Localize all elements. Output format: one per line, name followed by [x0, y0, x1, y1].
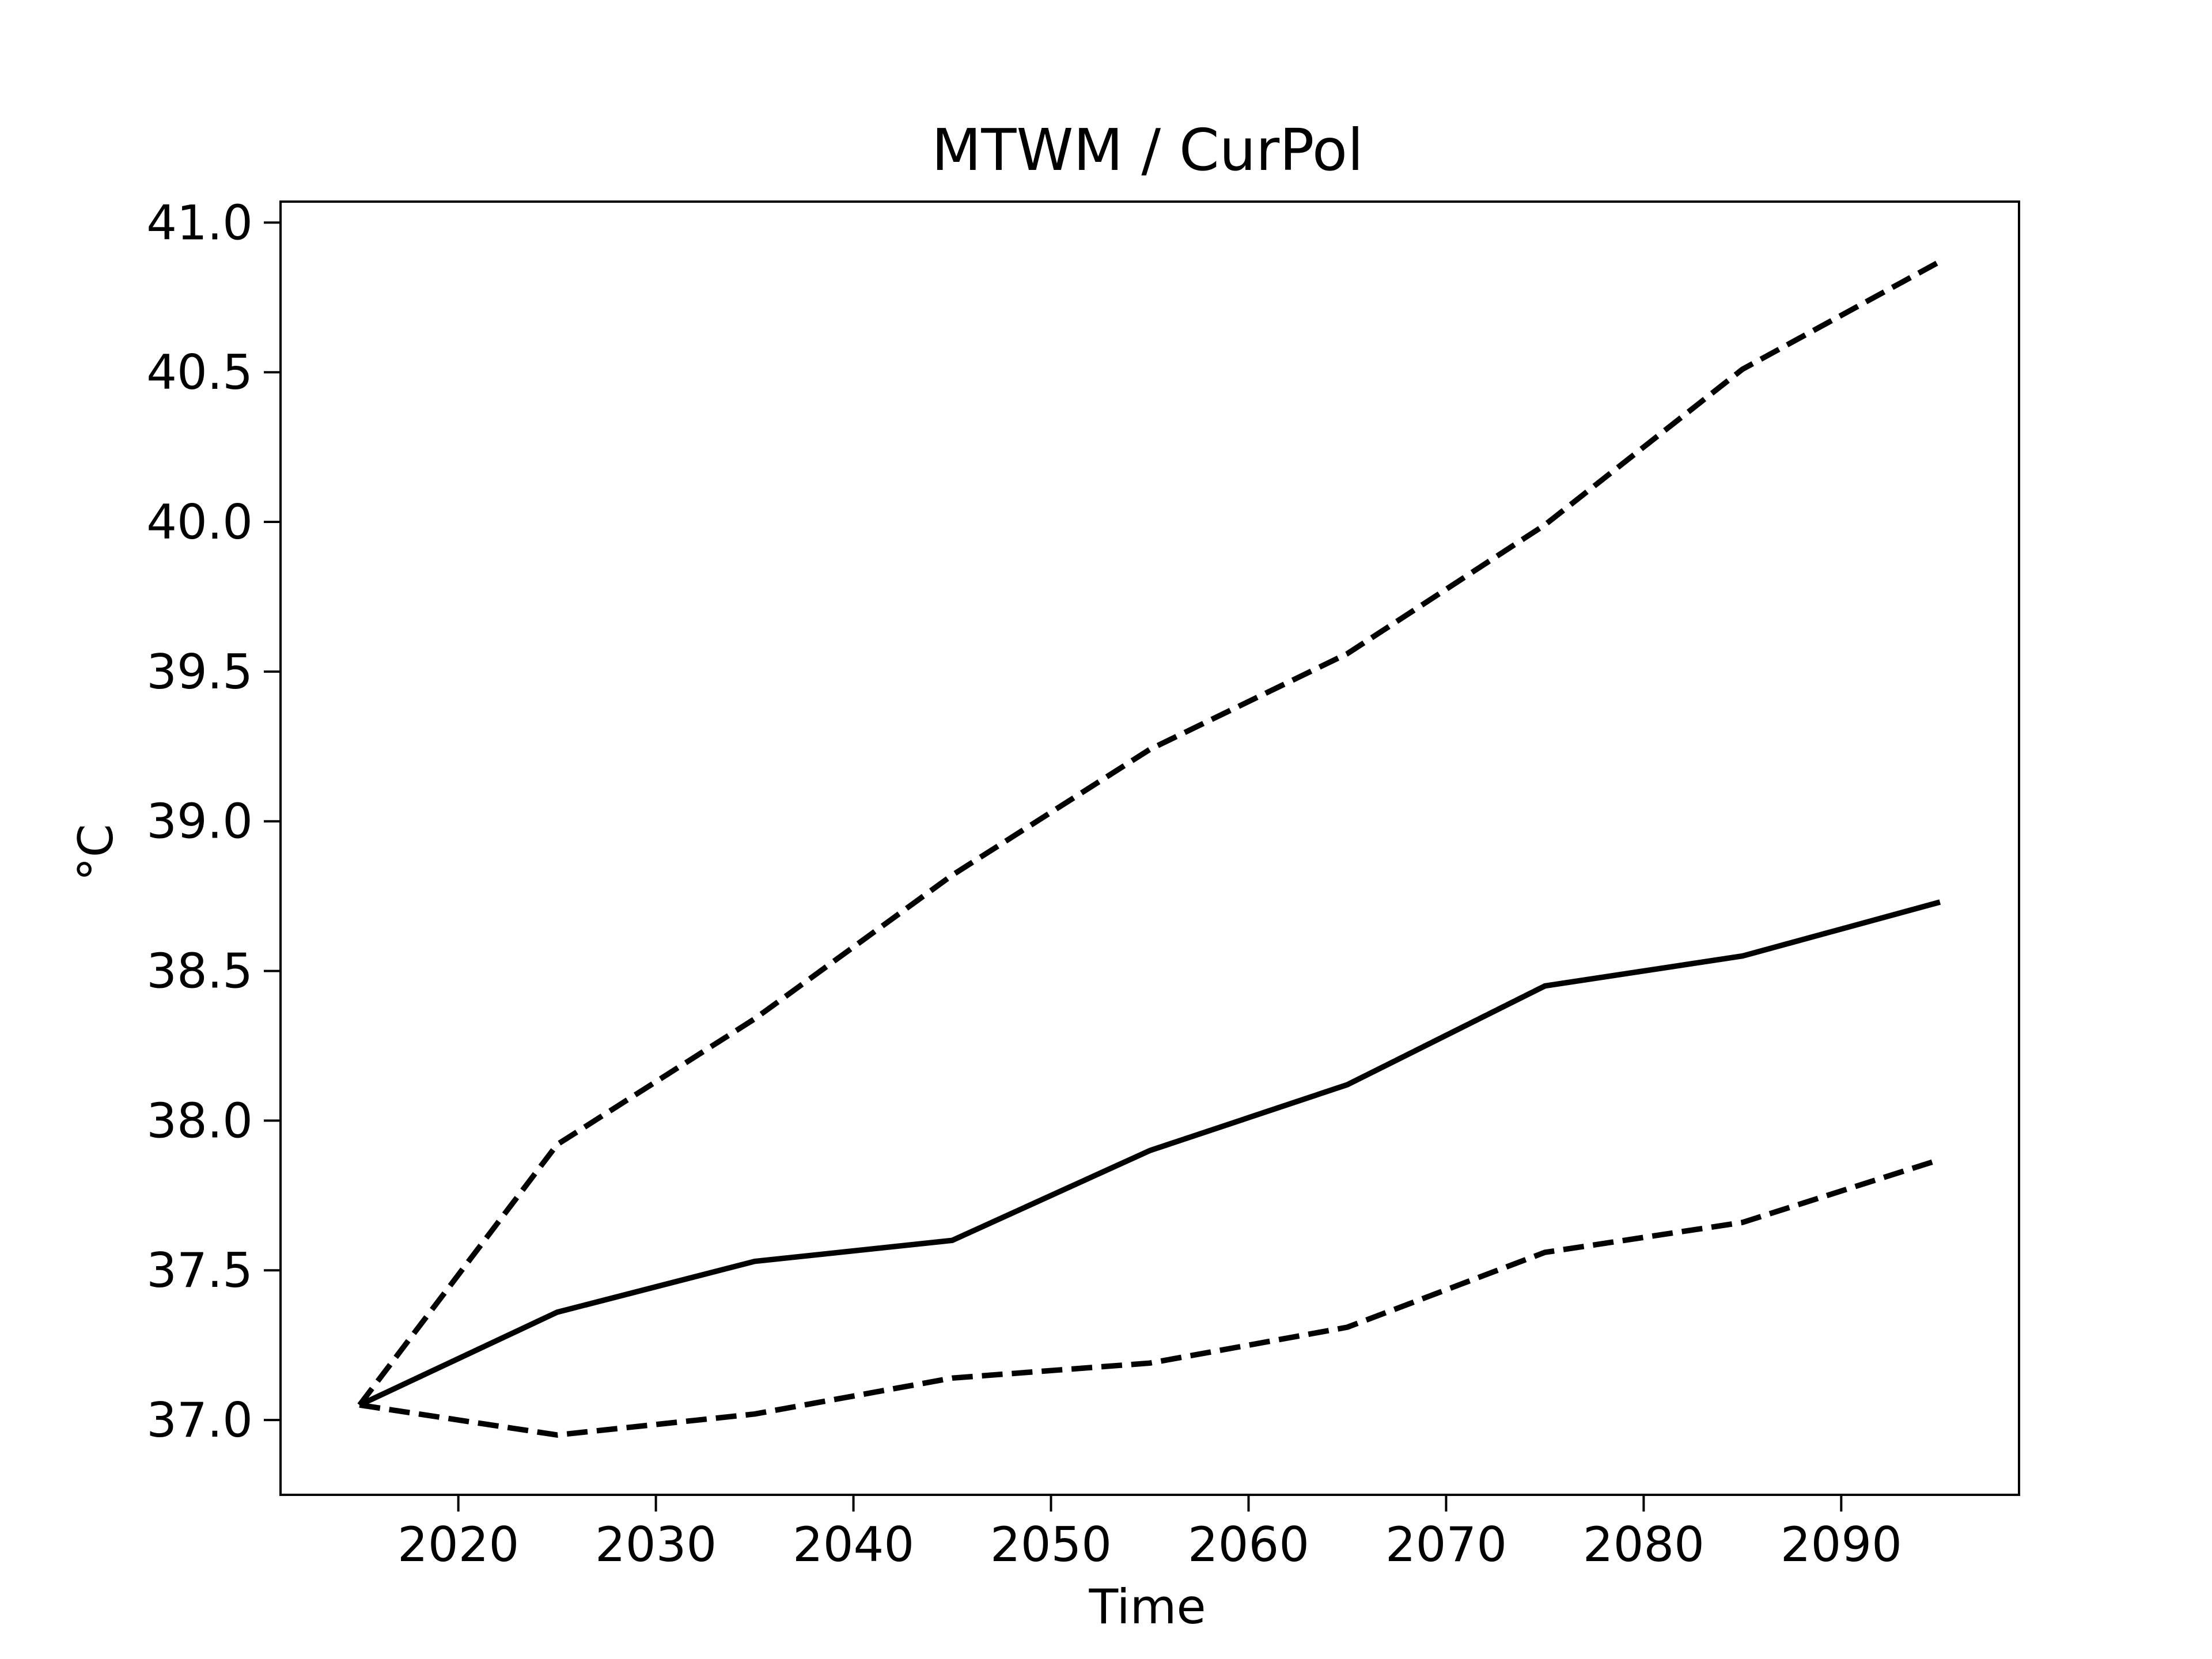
y-tick-label: 39.5 — [146, 644, 253, 700]
y-tick-label: 39.0 — [146, 794, 253, 850]
x-tick-label: 2020 — [397, 1517, 519, 1573]
axes-frame — [279, 200, 2020, 1496]
chart-title: MTWM / CurPol — [931, 116, 1363, 184]
y-tick-label: 37.0 — [146, 1392, 253, 1448]
x-tick-label: 2050 — [990, 1517, 1112, 1573]
y-tick-label: 38.0 — [146, 1093, 253, 1149]
y-tick-label: 40.5 — [146, 344, 253, 400]
y-axis-label: °C — [68, 824, 124, 881]
x-tick-label: 2070 — [1385, 1517, 1507, 1573]
series-line-1 — [358, 899, 1941, 1408]
y-tick-label: 38.5 — [146, 944, 253, 999]
y-tick-label: 37.5 — [146, 1243, 253, 1298]
x-tick-label: 2060 — [1188, 1517, 1309, 1573]
series-line-3 — [359, 1157, 1941, 1438]
y-tick-label: 41.0 — [146, 195, 253, 251]
y-tick-label: 40.0 — [146, 494, 253, 550]
x-tick-label: 2080 — [1583, 1517, 1705, 1573]
plot-area: 2020 2030 2040 2050 2060 2070 2080 2090 37.0 37.5… — [146, 195, 2020, 1573]
x-axis-label: Time — [1088, 1579, 1206, 1635]
x-tick-label: 2030 — [595, 1517, 717, 1573]
x-tick-label: 2090 — [1781, 1517, 1902, 1573]
x-tick-label: 2040 — [793, 1517, 914, 1573]
series-line-2 — [357, 259, 1942, 1407]
